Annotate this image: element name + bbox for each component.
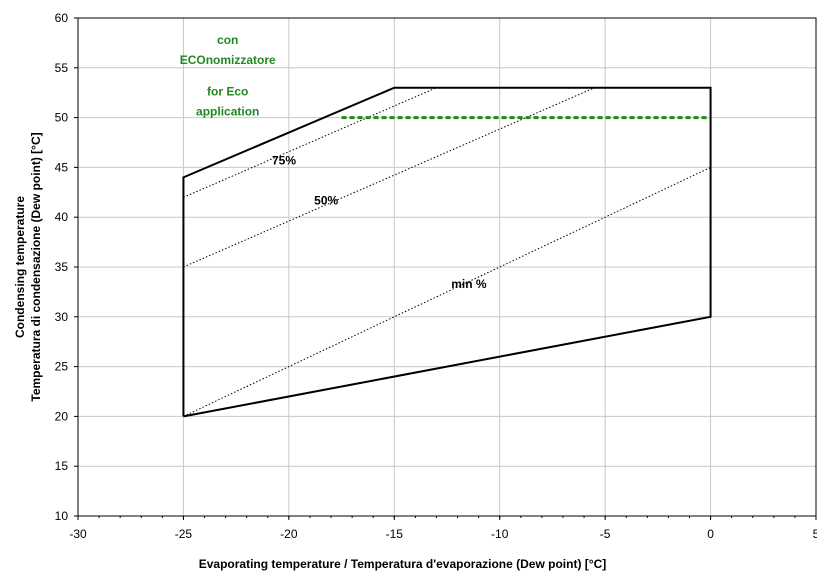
y-tick-label: 50: [55, 111, 69, 125]
eco-annotation-line1: con: [217, 33, 238, 47]
x-tick-label: -30: [69, 527, 87, 541]
y-tick-label: 40: [55, 210, 69, 224]
x-tick-label: -25: [175, 527, 193, 541]
x-tick-label: -10: [491, 527, 509, 541]
capacity-line: [183, 87, 437, 198]
series-label-75: 75%: [272, 153, 296, 167]
y-tick-label: 15: [55, 459, 69, 473]
x-tick-label: 0: [707, 527, 714, 541]
operating-envelope: [182, 86, 712, 418]
y-axis-title-line1: Condensing temperature: [13, 196, 27, 338]
capacity-line: [183, 87, 595, 268]
series-label-50: 50%: [314, 193, 338, 207]
eco-annotation-line4: application: [196, 105, 259, 119]
eco-annotation-line3: for Eco: [207, 85, 248, 99]
y-tick-label: 10: [55, 509, 69, 523]
ticks: -30 -25 -20 -15 -10 -5 0 5 10 15 20 25 30 35 40 45 50 55 6…: [55, 11, 817, 541]
x-tick-label: -20: [280, 527, 298, 541]
grid: [78, 18, 816, 516]
y-tick-label: 35: [55, 260, 69, 274]
series-label-min: min %: [451, 277, 487, 291]
x-tick-label: 5: [813, 527, 817, 541]
eco-annotation-line2: ECOnomizzatore: [180, 53, 276, 67]
y-tick-label: 45: [55, 160, 69, 174]
x-axis-title: Evaporating temperature / Temperatura d'…: [199, 557, 607, 571]
y-axis-title-line2: Temperatura di condensazione (Dew point)…: [29, 132, 43, 401]
y-tick-label: 30: [55, 310, 69, 324]
series: [182, 86, 712, 418]
y-tick-label: 55: [55, 61, 69, 75]
y-tick-label: 20: [55, 409, 69, 423]
y-tick-label: 25: [55, 360, 69, 374]
x-tick-label: -15: [386, 527, 404, 541]
capacity-line: [183, 166, 711, 417]
y-tick-label: 60: [55, 11, 69, 25]
x-tick-label: -5: [600, 527, 611, 541]
